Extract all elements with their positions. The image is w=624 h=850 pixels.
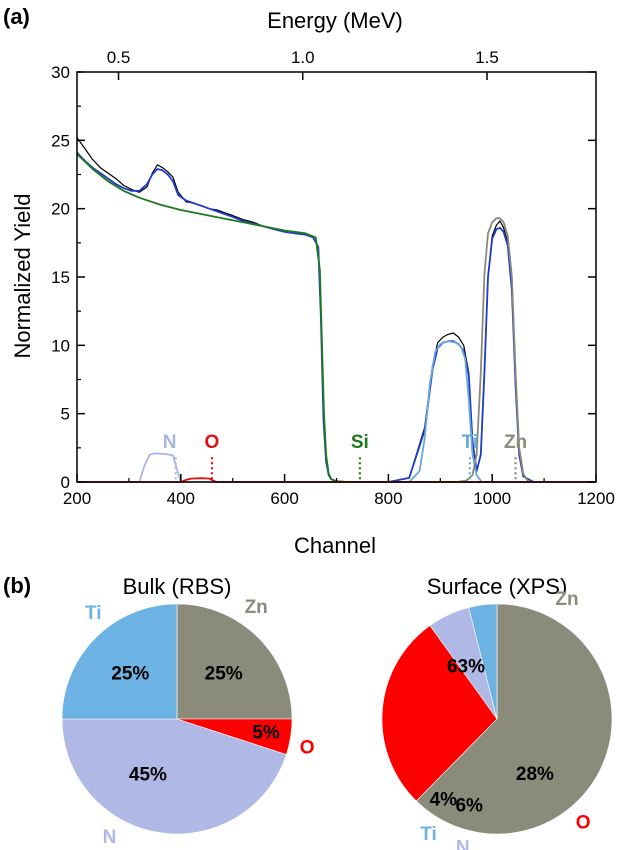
y-tick-label: 15 — [51, 268, 70, 287]
element-label-si: Si — [351, 432, 369, 453]
pie-value-label: 63% — [447, 656, 485, 677]
element-label-ti: Ti — [462, 432, 479, 453]
series-ti — [408, 340, 596, 483]
pie-chart-bulk: 25% Zn 5% O 45% N 25% Ti — [61, 597, 315, 848]
pie-value-label: 28% — [516, 764, 554, 785]
top-axis-title: Energy (MeV) — [267, 8, 403, 33]
series-zn — [455, 217, 596, 483]
x-tick-label: 1200 — [577, 489, 615, 508]
y-tick-label: 20 — [51, 200, 70, 219]
pie-name-label-zn: Zn — [555, 589, 578, 610]
x-tick-label: 400 — [167, 489, 195, 508]
y-tick-label: 0 — [61, 473, 70, 492]
x-axis-title: Channel — [294, 533, 376, 558]
x-tick-label: 1000 — [473, 489, 511, 508]
panel-a-label: (a) — [3, 4, 30, 29]
y-tick-label: 25 — [51, 131, 70, 150]
pie-value-label: 25% — [205, 663, 243, 684]
pie-name-label-o: O — [300, 738, 315, 759]
pie-slice-zn — [176, 603, 293, 720]
panel-b-label: (b) — [3, 573, 31, 598]
pie-slice-ti — [61, 603, 178, 720]
series-n — [77, 452, 596, 483]
x-tick-label: 600 — [270, 489, 298, 508]
element-label-n: N — [163, 432, 177, 453]
pie-value-label: 5% — [252, 723, 280, 744]
element-label-zn: Zn — [504, 432, 527, 453]
pie-value-label: 6% — [455, 796, 483, 817]
pie-value-label: 45% — [129, 765, 167, 786]
pie-name-label-zn: Zn — [245, 597, 268, 618]
pie-name-label-ti: Ti — [420, 824, 437, 845]
pie-slice-zn — [415, 603, 613, 835]
y-tick-label: 5 — [61, 405, 70, 424]
spectrum-plot: 200 400 600 800 1000 1200 0 5 10 15 20 25 30 0.5 1.0 1.… — [51, 48, 615, 508]
pie-name-label-ti: Ti — [85, 603, 102, 624]
top-tick-label: 0.5 — [107, 48, 131, 67]
y-tick-label: 30 — [51, 63, 70, 82]
y-axis-title: Normalized Yield — [10, 193, 35, 358]
pie-value-label: 25% — [111, 663, 149, 684]
pie-name-label-n: N — [456, 838, 470, 850]
top-tick-label: 1.0 — [291, 48, 315, 67]
element-label-o: O — [205, 432, 220, 453]
pie-title-surface: Surface (XPS) — [427, 574, 568, 599]
pie-slice-ti — [468, 603, 498, 720]
pie-slice-o — [381, 625, 498, 802]
pie-name-label-o: O — [576, 813, 591, 834]
x-tick-label: 200 — [63, 489, 91, 508]
top-tick-label: 1.5 — [475, 48, 499, 67]
pie-value-label: 4% — [430, 790, 458, 811]
x-tick-label: 800 — [374, 489, 402, 508]
pie-title-bulk: Bulk (RBS) — [123, 574, 232, 599]
pie-name-label-n: N — [103, 827, 117, 848]
y-tick-label: 10 — [51, 336, 70, 355]
pie-slice-n — [61, 718, 287, 835]
pie-chart-surface: 63% Zn 28% O 6% N 4% Ti — [381, 589, 613, 850]
